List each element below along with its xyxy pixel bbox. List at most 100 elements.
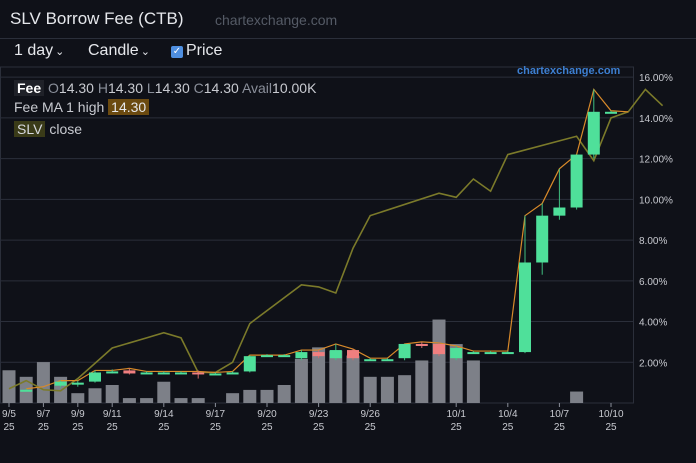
candle-body bbox=[192, 372, 205, 375]
x-tick-label: 9/9 bbox=[71, 409, 85, 420]
legend-fee-row: Fee O14.30 H14.30 L14.30 C14.30 Avail10.… bbox=[14, 80, 316, 99]
close-value: 14.30 bbox=[203, 80, 239, 96]
ma-value: 14.30 bbox=[108, 99, 150, 115]
volume-bar bbox=[36, 362, 50, 403]
x-tick-label: 10/10 bbox=[598, 409, 623, 420]
legend-slv-row: SLV close bbox=[14, 121, 316, 140]
candle-body bbox=[467, 352, 480, 355]
candle-body bbox=[433, 343, 445, 355]
volume-bar bbox=[449, 344, 463, 403]
candle-body bbox=[140, 372, 153, 375]
candle-body bbox=[570, 154, 583, 208]
x-tick-label: 9/17 bbox=[206, 409, 226, 420]
candle-body bbox=[364, 359, 377, 362]
candle-body bbox=[450, 348, 463, 359]
volume-bar bbox=[363, 376, 377, 403]
x-tick-year: 25 bbox=[72, 422, 84, 433]
candle-body bbox=[54, 381, 67, 386]
x-tick-year: 25 bbox=[451, 422, 463, 433]
checkbox-checked-icon[interactable]: ✓ bbox=[171, 46, 183, 58]
x-tick-label: 9/5 bbox=[2, 409, 16, 420]
candle-body bbox=[295, 352, 308, 359]
x-tick-year: 25 bbox=[261, 422, 273, 433]
period-dropdown[interactable]: 1 day ⌄ bbox=[14, 42, 64, 60]
low-value: 14.30 bbox=[154, 80, 190, 96]
volume-bar bbox=[88, 388, 102, 403]
chart-type-dropdown[interactable]: Candle ⌄ bbox=[88, 42, 150, 60]
x-tick-label: 9/20 bbox=[257, 409, 277, 420]
x-tick-year: 25 bbox=[365, 422, 377, 433]
candle-body bbox=[123, 370, 136, 374]
slv-badge[interactable]: SLV bbox=[14, 121, 46, 137]
x-tick-year: 25 bbox=[107, 422, 119, 433]
candle-body bbox=[329, 350, 342, 359]
page-title: SLV Borrow Fee (CTB) bbox=[10, 9, 184, 28]
candle-body bbox=[415, 343, 428, 346]
volume-bar bbox=[2, 370, 16, 403]
fee-badge[interactable]: Fee bbox=[14, 80, 45, 96]
ma-label[interactable]: Fee MA 1 high bbox=[14, 99, 105, 115]
legend: Fee O14.30 H14.30 L14.30 C14.30 Avail10.… bbox=[14, 80, 316, 140]
candle-body bbox=[157, 372, 170, 375]
volume-bar bbox=[329, 350, 343, 403]
volume-bar bbox=[122, 398, 136, 403]
x-tick-label: 9/11 bbox=[103, 409, 122, 420]
candle-body bbox=[605, 111, 617, 114]
volume-bar bbox=[140, 398, 154, 403]
volume-bar bbox=[191, 398, 205, 403]
candle-body bbox=[587, 111, 600, 155]
high-key: H bbox=[97, 80, 108, 96]
x-tick-year: 25 bbox=[3, 422, 15, 433]
volume-bar bbox=[432, 319, 446, 403]
site-link[interactable]: chartexchange.com bbox=[215, 12, 338, 28]
avail-key: Avail bbox=[241, 80, 273, 96]
open-key: O bbox=[48, 80, 59, 96]
y-tick-label: 16.00% bbox=[639, 73, 673, 84]
volume-bar bbox=[260, 389, 274, 403]
volume-bar bbox=[157, 381, 171, 403]
volume-bar bbox=[71, 393, 85, 403]
title-bar: SLV Borrow Fee (CTB) chartexchange.com bbox=[0, 0, 696, 39]
x-tick-label: 9/23 bbox=[309, 409, 329, 420]
y-tick-label: 4.00% bbox=[639, 318, 667, 329]
open-value: 14.30 bbox=[58, 80, 94, 96]
x-tick-year: 25 bbox=[554, 422, 566, 433]
volume-bar bbox=[277, 385, 291, 403]
x-tick-label: 9/26 bbox=[360, 409, 380, 420]
candle-body bbox=[106, 371, 119, 374]
chevron-down-icon: ⌄ bbox=[140, 46, 150, 58]
volume-bar bbox=[380, 376, 394, 403]
volume-bar bbox=[174, 398, 188, 403]
candle-body bbox=[71, 382, 84, 385]
x-tick-year: 25 bbox=[210, 422, 222, 433]
x-tick-year: 25 bbox=[158, 422, 170, 433]
y-tick-label: 10.00% bbox=[639, 195, 673, 206]
avail-value: 10.00K bbox=[272, 80, 317, 96]
x-tick-year: 25 bbox=[38, 422, 50, 433]
y-tick-label: 6.00% bbox=[639, 277, 667, 288]
chart-type-label: Candle bbox=[88, 42, 139, 59]
candle-body bbox=[484, 352, 497, 355]
volume-bar bbox=[398, 375, 412, 403]
chart-canvas[interactable]: 16.00% 14.00% 12.00% 10.00% 8.00% 6.00% 4.00% 2… bbox=[0, 63, 696, 463]
price-toggle[interactable]: ✓ Price bbox=[171, 42, 222, 60]
candle-body bbox=[261, 355, 273, 358]
y-tick-label: 14.00% bbox=[639, 114, 673, 125]
volume-bar bbox=[466, 360, 480, 403]
candle-body bbox=[398, 343, 411, 359]
low-key: L bbox=[146, 80, 155, 96]
slv-price-line bbox=[8, 88, 664, 392]
y-tick-label: 2.00% bbox=[639, 358, 667, 369]
chevron-down-icon: ⌄ bbox=[55, 46, 65, 58]
x-tick-label: 10/7 bbox=[550, 409, 570, 420]
candle-body bbox=[381, 359, 394, 362]
candle-body bbox=[89, 372, 101, 382]
y-tick-label: 12.00% bbox=[639, 155, 673, 166]
candle-body bbox=[312, 352, 325, 357]
candle-body bbox=[553, 207, 566, 216]
volume-bar bbox=[294, 358, 308, 403]
watermark: chartexchange.com bbox=[517, 65, 621, 77]
legend-ma-row: Fee MA 1 high 14.30 bbox=[14, 99, 316, 118]
candle-body bbox=[20, 389, 33, 392]
toolbar: 1 day ⌄ Candle ⌄ ✓ Price bbox=[0, 39, 696, 63]
